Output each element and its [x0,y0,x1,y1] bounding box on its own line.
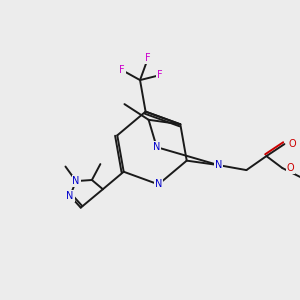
Text: N: N [155,179,162,189]
Text: N: N [72,176,80,186]
Text: N: N [66,191,74,201]
Text: N: N [153,142,160,152]
Text: O: O [288,139,296,149]
Text: F: F [119,65,125,75]
Text: N: N [215,160,222,170]
Text: F: F [157,70,163,80]
Text: O: O [286,163,294,173]
Text: F: F [145,53,151,63]
